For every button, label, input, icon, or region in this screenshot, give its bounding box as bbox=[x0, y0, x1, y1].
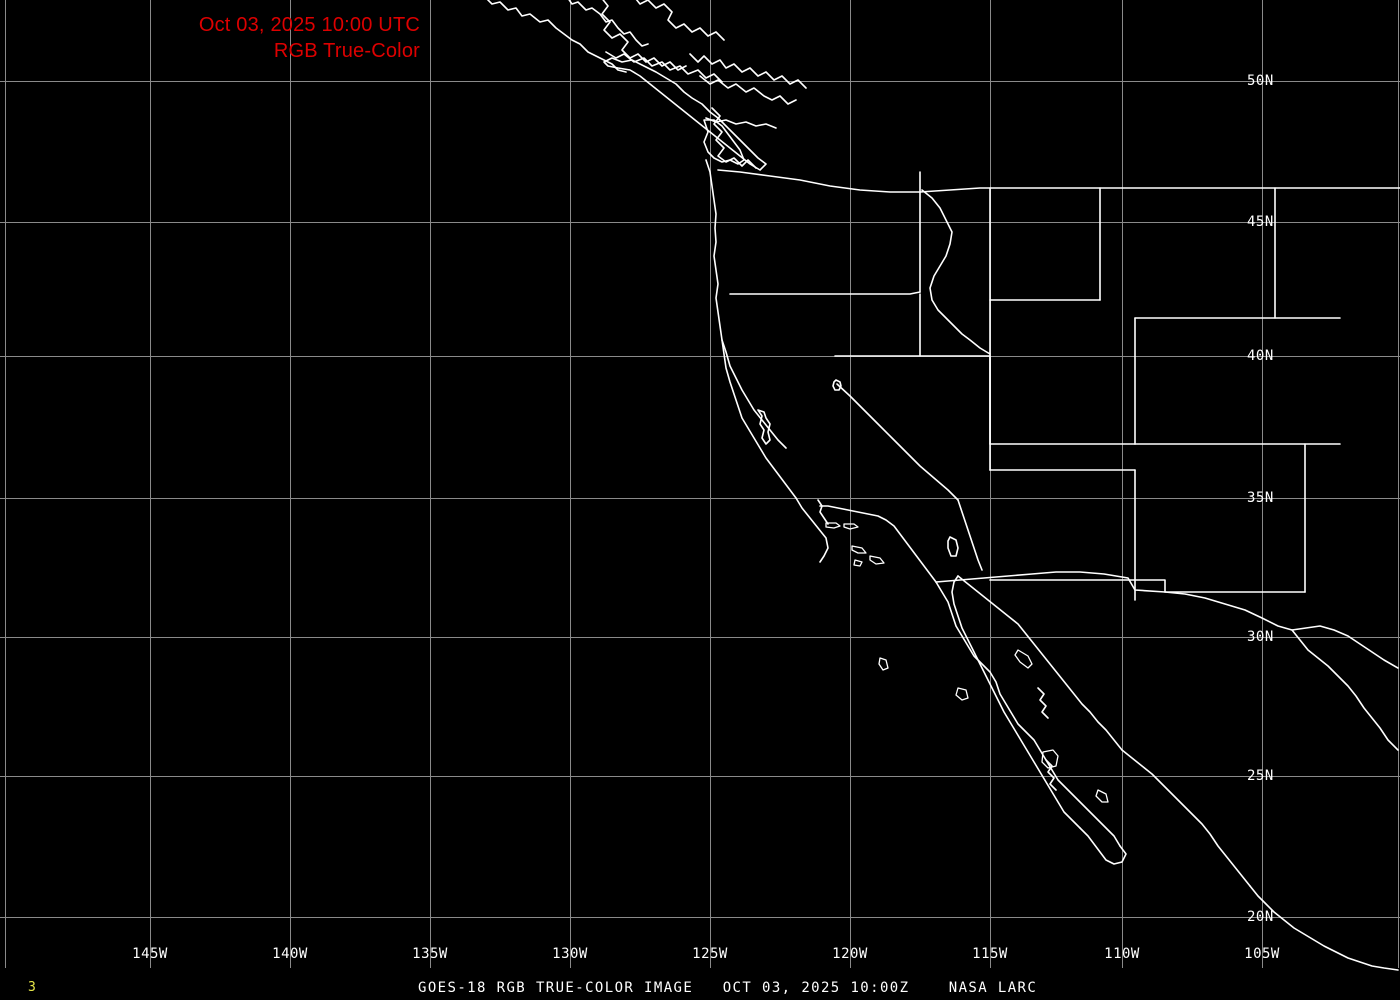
coastline-baja-gulf-side bbox=[951, 575, 1081, 829]
coastline-bc-fjords bbox=[635, 0, 725, 41]
island-isla-cerralvo bbox=[1095, 789, 1109, 803]
longitude-tick-label: 145W bbox=[132, 946, 168, 962]
coastline-vancouver-island bbox=[603, 57, 767, 171]
island-isla-angel-de-la-guarda bbox=[1014, 649, 1033, 669]
frame-counter: 3 bbox=[28, 980, 36, 995]
island-santa-rosa bbox=[843, 523, 859, 530]
coastline-northern-california bbox=[721, 339, 797, 499]
longitude-tick-label: 115W bbox=[972, 946, 1008, 962]
coastline-bahia-magdalena bbox=[1045, 759, 1057, 791]
lake-tahoe bbox=[832, 379, 842, 391]
coastline-queen-charlotte-sound bbox=[605, 51, 723, 83]
coastline-washington-oregon bbox=[705, 159, 787, 449]
san-francisco-bay bbox=[757, 409, 771, 445]
longitude-tick-label: 135W bbox=[412, 946, 448, 962]
salton-sea bbox=[947, 536, 959, 557]
coastline-puget-sound bbox=[711, 107, 757, 169]
graticule-grid bbox=[0, 0, 1400, 968]
border-usa-mexico-california bbox=[935, 571, 1166, 593]
latitude-tick-label: 25N bbox=[1247, 768, 1274, 784]
latitude-tick-label: 20N bbox=[1247, 909, 1274, 925]
coastline-point-conception bbox=[819, 505, 937, 583]
coastline-mexico-mainland-south bbox=[1249, 885, 1399, 971]
island-santa-cruz bbox=[825, 522, 841, 529]
coastline-bc-mainland-inlets bbox=[689, 53, 807, 89]
island-isla-cedros bbox=[955, 687, 969, 701]
coastline-gulf-detail-small bbox=[1037, 687, 1049, 719]
coastline-strait-of-georgia bbox=[699, 75, 797, 105]
coastline-baja-cape-region bbox=[1079, 827, 1127, 865]
longitude-tick-label: 110W bbox=[1104, 946, 1140, 962]
border-california-nevada-diagonal bbox=[836, 383, 959, 501]
island-san-clemente bbox=[851, 545, 867, 554]
border-washington-south bbox=[729, 291, 921, 295]
border-colorado-south bbox=[989, 579, 1306, 593]
island-isla-tiburon bbox=[1041, 749, 1059, 769]
coastline-central-california bbox=[795, 497, 829, 563]
coastline-juan-de-fuca bbox=[705, 117, 777, 129]
longitude-tick-label: 105W bbox=[1244, 946, 1280, 962]
latitude-tick-label: 30N bbox=[1247, 629, 1274, 645]
coastline-baja-pacific-side bbox=[935, 581, 1121, 847]
coastline-mexico-gulf-north bbox=[1164, 591, 1399, 669]
latitude-tick-label: 50N bbox=[1247, 73, 1274, 89]
footer-caption: GOES-18 RGB TRUE-COLOR IMAGE OCT 03, 202… bbox=[418, 980, 1038, 996]
latitude-tick-label: 35N bbox=[1247, 490, 1274, 506]
longitude-tick-label: 140W bbox=[272, 946, 308, 962]
island-santa-catalina bbox=[869, 555, 885, 565]
border-california-nevada-south bbox=[957, 499, 983, 571]
latitude-tick-label: 40N bbox=[1247, 348, 1274, 364]
longitude-tick-label: 130W bbox=[552, 946, 588, 962]
island-guadalupe bbox=[878, 657, 889, 671]
coastline-gulf-of-california-mainland bbox=[957, 575, 1123, 751]
coastline-alaska-panhandle bbox=[486, 0, 627, 73]
coastline-socal-bight bbox=[817, 499, 829, 525]
coastline-olympic-peninsula bbox=[703, 119, 745, 165]
longitude-tick-label: 125W bbox=[692, 946, 728, 962]
border-usa-canada-49th-parallel bbox=[717, 169, 1400, 193]
latitude-tick-label: 45N bbox=[1247, 214, 1274, 230]
coastline-mexico-east-texas-border bbox=[1291, 629, 1399, 751]
longitude-tick-label: 120W bbox=[832, 946, 868, 962]
coastline-sonora-sinaloa bbox=[1121, 749, 1251, 887]
border-idaho-montana-east bbox=[921, 189, 991, 355]
island-san-nicolas bbox=[853, 559, 863, 567]
coastlines-and-borders bbox=[486, 0, 1400, 971]
